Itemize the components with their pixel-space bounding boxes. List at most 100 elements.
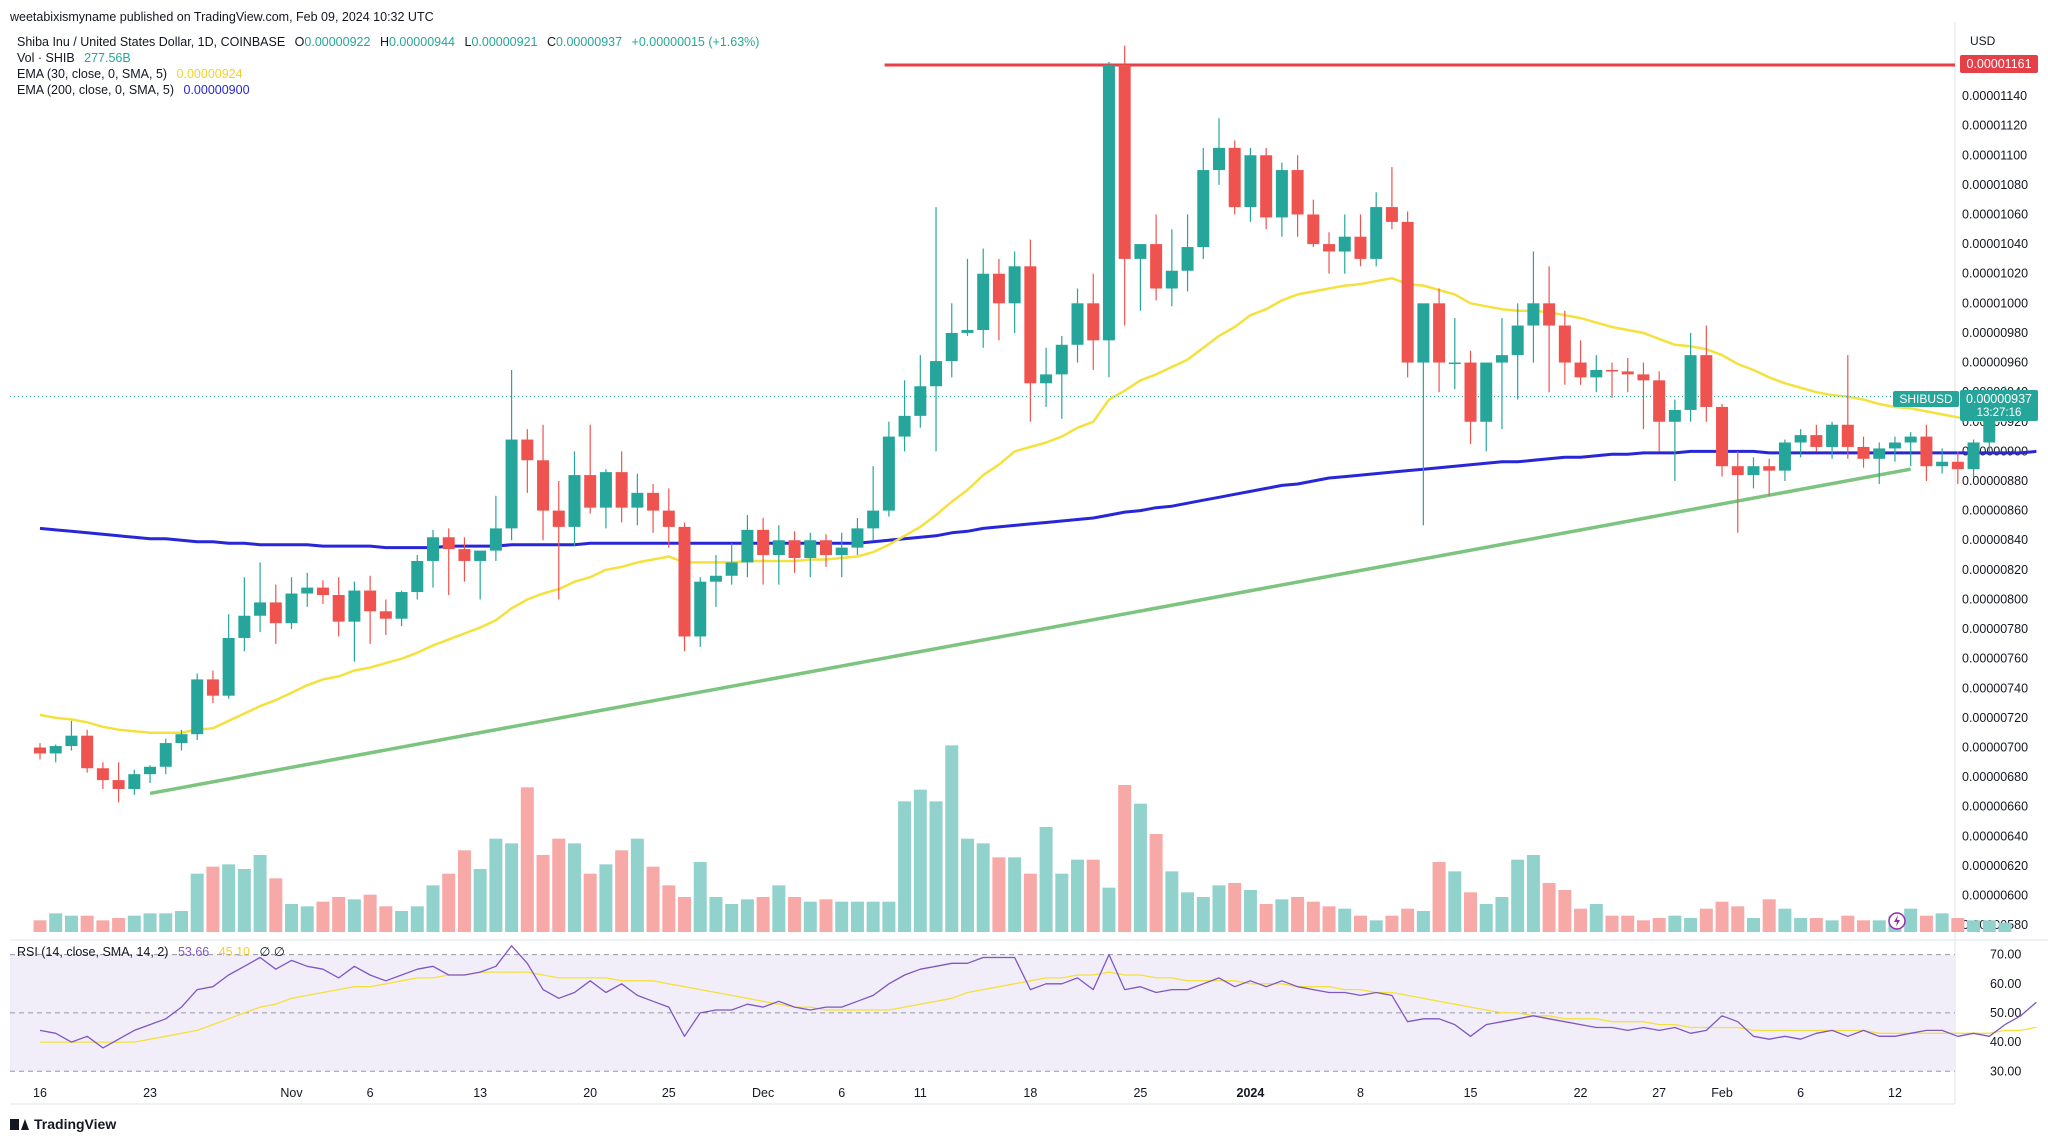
candle-body [521,439,534,461]
time-tick-label: 22 [1574,1086,1588,1100]
candle [1495,318,1508,430]
candle-body [757,529,770,556]
candle-body [1621,371,1634,375]
candle-body [882,436,895,511]
candle [1401,211,1414,378]
candle-body [1794,435,1807,443]
candle [1323,232,1336,274]
candle-body [631,492,644,508]
volume-bar [363,894,377,932]
time-tick-label: 25 [662,1086,676,1100]
candle-body [427,537,439,561]
candle-body [851,528,864,548]
candle [961,258,974,336]
candle [1920,424,1933,481]
candle-body [1747,466,1760,476]
candle-body [1983,418,1996,443]
volume-bar [835,901,849,932]
candle-body [552,510,565,527]
candle-body [898,415,911,437]
volume-bar [1778,908,1792,932]
volume-bar [1652,918,1666,932]
candle [1684,332,1697,422]
candle [411,555,424,600]
volume-bar [300,906,314,932]
resistance-price-tag: 0.00001161 [1960,55,2038,73]
volume-bar [1196,897,1210,932]
candle [1511,303,1524,400]
candle-body [977,273,990,330]
candle-body [1574,362,1587,378]
volume-bar [1212,885,1226,932]
rsi-value: 53.66 [177,945,210,959]
candle [1275,162,1288,237]
price-tick-label: 0.00000600 [1962,889,2028,903]
candle [599,469,612,529]
time-tick-label: 25 [1133,1086,1147,1100]
candle [1558,310,1571,385]
candle [1794,429,1807,458]
volume-bar [1982,920,1996,932]
candle-body [1684,355,1697,410]
symbol-tag: SHIBUSD [1893,391,1959,407]
candle [1134,244,1147,311]
price-tick-label: 0.00001080 [1962,178,2028,192]
candle-body [1118,64,1131,259]
volume-bar [803,901,817,932]
candle [1338,214,1351,274]
candle-body [442,537,455,550]
candle [1417,303,1430,526]
volume-bar [520,787,534,932]
candle-body [1024,266,1037,384]
volume-bar [819,899,833,932]
candle-body [1213,147,1225,171]
volume-bar [1039,827,1053,932]
time-tick-label: Dec [752,1086,774,1100]
volume-bar [1511,859,1525,932]
candle [1370,192,1383,267]
volume-bar [1464,892,1478,932]
candle [1574,340,1587,385]
candle-body [772,540,785,556]
volume-bar [552,838,566,932]
lightning-icon-bolt [1894,915,1900,927]
candle [65,720,78,751]
candle-body [1511,325,1524,356]
candle-body [1558,325,1571,363]
volume-bar [1322,906,1336,932]
time-tick-label: 16 [33,1086,47,1100]
volume-bar [646,866,660,932]
candle-body [1543,303,1556,326]
candle-body [725,562,738,576]
volume-legend: Vol · SHIB 277.56B [17,50,131,66]
volume-bar [1385,915,1399,932]
volume-bar [80,915,94,932]
candle [1716,404,1729,477]
candle-body [1951,461,1964,470]
candle [332,577,345,637]
candle [364,575,377,644]
candle [1040,347,1053,407]
volume-bar [945,745,959,932]
volume-bar [1306,901,1320,932]
volume-bar [772,885,786,932]
volume-bar [473,869,487,932]
candle [1354,214,1367,267]
tradingview-logo[interactable]: TradingView [10,1116,116,1132]
candle-body [1904,436,1917,443]
candle [1904,432,1917,467]
volume-bar [1008,857,1022,932]
candle-body [489,528,502,551]
candle-body [709,575,722,582]
volume-bar [662,885,676,932]
candle-body [1150,244,1163,289]
currency-label: USD [1970,34,1996,48]
volume-bar [709,897,723,932]
lightning-icon [1888,912,1906,930]
volume-bar [269,878,283,932]
candle-body [1228,147,1241,208]
volume-bar [850,901,864,932]
open-value: 0.00000922 [304,35,371,49]
